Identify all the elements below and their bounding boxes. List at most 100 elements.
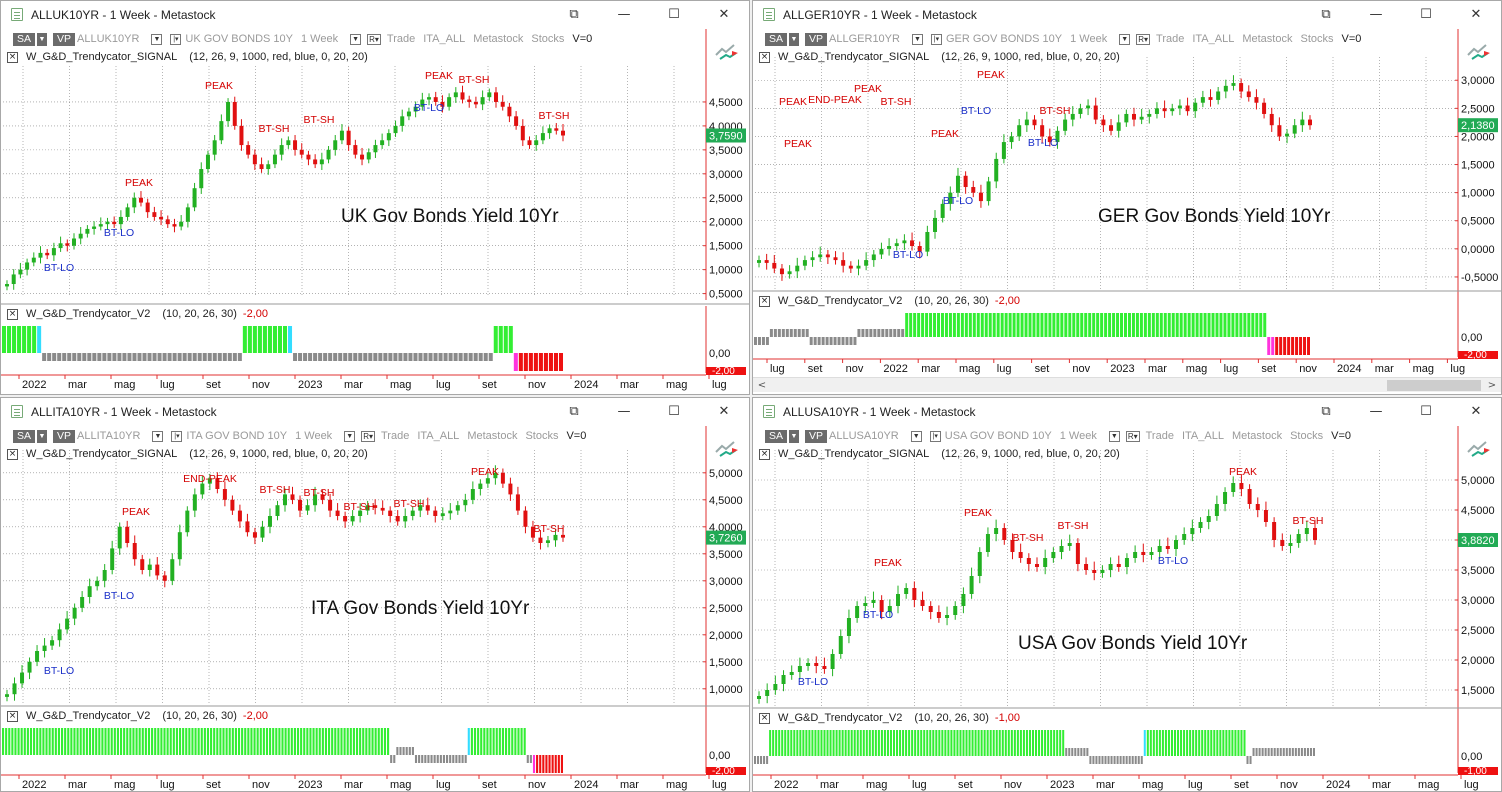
sa-chip[interactable]: SA [765,429,788,443]
indicator-bar [1062,730,1065,756]
indicator-bar [1247,313,1251,337]
vp-chip[interactable]: VP [805,429,828,443]
minimize-icon[interactable]: — [1369,404,1383,419]
description-dropdown-icon[interactable]: |▾ [171,430,183,442]
indicator-bar [1204,730,1207,756]
description-dropdown-icon[interactable]: |▾ [170,33,182,45]
sa-chip[interactable]: SA [13,32,36,46]
window-titlebar[interactable]: ALLGER10YR - 1 Week - Metastock ⧉ — ☐ ✕ [753,1,1501,28]
trade-label[interactable]: Trade [1145,430,1174,442]
maximize-icon[interactable]: ☐ [1420,404,1432,419]
chart-canvas[interactable]: -0,5000 0,0000 0,5000 1,0000 1,5000 2,0000 2,5… [753,1,1502,395]
chart-window-usa[interactable]: ALLUSA10YR - 1 Week - Metastock ⧉ — ☐ ✕ 1,500… [752,397,1502,792]
date-tick-label: 2023 [1050,779,1074,791]
horizontal-scrollbar[interactable]: < > [753,377,1501,392]
popout-icon[interactable]: ⧉ [1321,404,1331,419]
symbol-dropdown-icon[interactable]: ▼ [910,430,922,442]
trend-tool-icon[interactable] [1467,44,1490,60]
indicator-axis[interactable]: 0,00 -1,00 [1457,710,1498,777]
close-indicator-icon[interactable]: × [759,712,770,724]
date-axis[interactable]: 2022 mar mag lug set nov 2023 mar mag lug set nov 20… [770,775,1479,791]
close-icon[interactable]: ✕ [718,7,730,22]
chart-window-uk[interactable]: ALLUK10YR - 1 Week - Metastock ⧉ — ☐ ✕ 0,5000… [0,0,750,395]
window-titlebar[interactable]: ALLITA10YR - 1 Week - Metastock ⧉ — ☐ ✕ [1,398,749,425]
indicator-bar [1161,730,1164,756]
trade-label[interactable]: Trade [380,430,410,442]
vp-chip[interactable]: VP [53,429,76,443]
indicator-axis[interactable]: 0,00 -2,00 [705,306,746,377]
timeframe-dropdown-icon[interactable]: ▼ [1119,33,1131,45]
timeframe-dropdown-icon[interactable]: ▼ [344,430,356,442]
trend-tool-icon[interactable] [715,441,738,457]
trend-tool-icon[interactable] [1467,441,1490,457]
close-indicator-icon[interactable]: × [7,710,18,722]
close-indicator-icon[interactable]: × [7,308,18,320]
symbol-dropdown-icon[interactable]: ▼ [152,430,164,442]
close-icon[interactable]: ✕ [1470,404,1482,419]
price-axis[interactable]: 1,00001,50002,00002,50003,00003,50004,00… [703,426,743,709]
maximize-icon[interactable]: ☐ [668,404,680,419]
sa-dropdown-icon[interactable]: ▼ [37,32,48,46]
minimize-icon[interactable]: — [617,7,631,22]
close-icon[interactable]: ✕ [718,404,730,419]
timeframe-dropdown-icon[interactable]: ▼ [350,33,362,45]
sa-dropdown-icon[interactable]: ▼ [789,32,800,46]
indicator-bar [1231,730,1234,756]
r-dropdown-icon[interactable]: R▾ [361,430,375,442]
scroll-right-icon[interactable]: > [1487,380,1497,391]
r-dropdown-icon[interactable]: R▾ [1136,33,1151,45]
minimize-icon[interactable]: — [1369,7,1383,22]
timeframe-dropdown-icon[interactable]: ▼ [1108,430,1120,442]
indicator-bar [765,337,769,345]
indicator-bar [984,313,988,337]
sa-chip[interactable]: SA [13,429,36,443]
popout-icon[interactable]: ⧉ [1321,7,1331,22]
description-dropdown-icon[interactable]: |▾ [929,430,941,442]
popout-icon[interactable]: ⧉ [569,7,579,22]
description-dropdown-icon[interactable]: |▾ [930,33,942,45]
trend-tool-icon[interactable] [715,44,738,60]
candle-body [246,145,251,155]
indicator-bar [87,353,92,361]
r-dropdown-icon[interactable]: R▾ [367,33,381,45]
r-dropdown-icon[interactable]: R▾ [1125,430,1140,442]
indicator-axis[interactable]: 0,00 -2,00 [705,708,746,777]
chart-window-ger[interactable]: ALLGER10YR - 1 Week - Metastock ⧉ — ☐ ✕ -0,50… [752,0,1502,395]
date-axis[interactable]: 2022 mar mag lug set nov 2023 mar mag lug set nov 20… [18,775,727,791]
trade-label[interactable]: Trade [1156,33,1185,45]
close-indicator-icon[interactable]: × [7,448,18,460]
symbol-dropdown-icon[interactable]: ▼ [911,33,923,45]
price-axis[interactable]: -0,5000 0,0000 0,5000 1,0000 1,5000 2,0000 2,5… [1455,29,1498,295]
vp-chip[interactable]: VP [53,32,76,46]
popout-icon[interactable]: ⧉ [569,404,579,419]
price-axis[interactable]: 1,50002,00002,50003,00003,50004,00004,50… [1455,426,1495,712]
close-indicator-icon[interactable]: × [759,295,770,307]
close-icon[interactable]: ✕ [1470,7,1482,22]
sa-chip[interactable]: SA [765,32,788,46]
maximize-icon[interactable]: ☐ [1420,7,1432,22]
vp-chip[interactable]: VP [805,32,828,46]
close-indicator-icon[interactable]: × [759,51,770,63]
sa-dropdown-icon[interactable]: ▼ [789,429,800,443]
indicator-bar [1287,337,1291,355]
date-axis[interactable]: lug set nov 2022 mar mag lug set nov 2023 mar mag lu… [766,359,1465,375]
close-indicator-icon[interactable]: × [759,448,770,460]
chart-canvas[interactable]: 0,5000 1,0000 1,5000 2,0000 2,5000 3,0000 3,50… [1,1,750,395]
maximize-icon[interactable]: ☐ [668,7,680,22]
chart-window-ita[interactable]: ALLITA10YR - 1 Week - Metastock ⧉ — ☐ ✕ 1,000… [0,397,750,792]
symbol-dropdown-icon[interactable]: ▼ [151,33,163,45]
scrollbar-thumb[interactable] [1387,380,1481,391]
candle-body [500,472,505,484]
sa-dropdown-icon[interactable]: ▼ [37,429,48,443]
scroll-left-icon[interactable]: < [757,380,767,391]
minimize-icon[interactable]: — [617,404,631,419]
price-axis[interactable]: 0,5000 1,0000 1,5000 2,0000 2,5000 3,0000 3,50… [703,29,743,301]
close-indicator-icon[interactable]: × [7,51,18,63]
window-titlebar[interactable]: ALLUK10YR - 1 Week - Metastock ⧉ — ☐ ✕ [1,1,749,28]
window-titlebar[interactable]: ALLUSA10YR - 1 Week - Metastock ⧉ — ☐ ✕ [753,398,1501,425]
trade-label[interactable]: Trade [386,33,416,45]
indicator-axis[interactable]: 0,00 -2,00 [1457,293,1498,361]
chart-canvas[interactable]: 1,50002,00002,50003,00003,50004,00004,50… [753,398,1502,792]
date-axis[interactable]: 2022 mar mag lug set nov 2023 mar mag lug set nov 20… [18,375,727,391]
chart-canvas[interactable]: 1,00001,50002,00002,50003,00003,50004,00… [1,398,750,792]
